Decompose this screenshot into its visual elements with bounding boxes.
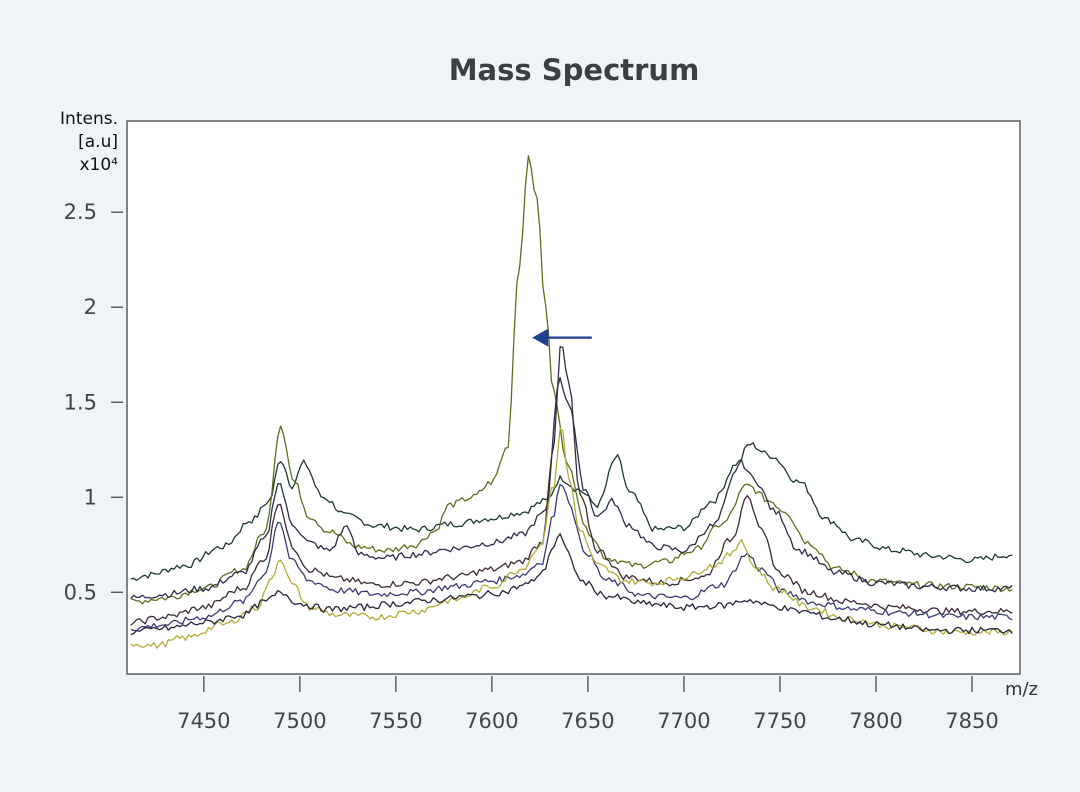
series-layer xyxy=(130,155,1013,649)
y-axis-label-line-2: [a.u] xyxy=(78,132,118,152)
x-tick-label: 7550 xyxy=(369,709,422,733)
y-tick-label: 2 xyxy=(84,295,97,319)
series-line-7 xyxy=(130,533,1013,636)
series-line-4 xyxy=(130,345,1013,626)
arrow-head xyxy=(532,328,549,347)
annotation-layer xyxy=(532,328,592,347)
x-axis-ticks: 7450 7500 7550 7600 7650 7700 7750 7800 7850 xyxy=(177,676,999,733)
x-tick-label: 7650 xyxy=(561,709,614,733)
series-line-3 xyxy=(130,376,1013,599)
x-tick-label: 7850 xyxy=(945,709,998,733)
x-tick-label: 7500 xyxy=(273,709,326,733)
y-axis-label-line-3: x10⁴ xyxy=(79,155,118,175)
x-tick-label: 7800 xyxy=(849,709,902,733)
x-tick-label: 7600 xyxy=(465,709,518,733)
y-tick-label: 2.5 xyxy=(64,200,97,224)
x-tick-label: 7450 xyxy=(177,709,230,733)
series-line-5 xyxy=(130,483,1013,632)
y-tick-label: 1 xyxy=(84,485,97,509)
chart-title: Mass Spectrum xyxy=(449,53,700,87)
y-tick-label: 1.5 xyxy=(64,390,97,414)
y-tick-label: 0.5 xyxy=(64,580,97,604)
y-axis-ticks: 0.5 1 1.5 2 2.5 xyxy=(64,200,123,604)
y-axis-label-line-1: Intens. xyxy=(60,109,118,129)
x-axis-label: m/z xyxy=(1005,679,1038,700)
x-tick-label: 7750 xyxy=(753,709,806,733)
plot-area xyxy=(126,120,1021,675)
x-tick-label: 7700 xyxy=(657,709,710,733)
series-line-2 xyxy=(130,155,1013,605)
